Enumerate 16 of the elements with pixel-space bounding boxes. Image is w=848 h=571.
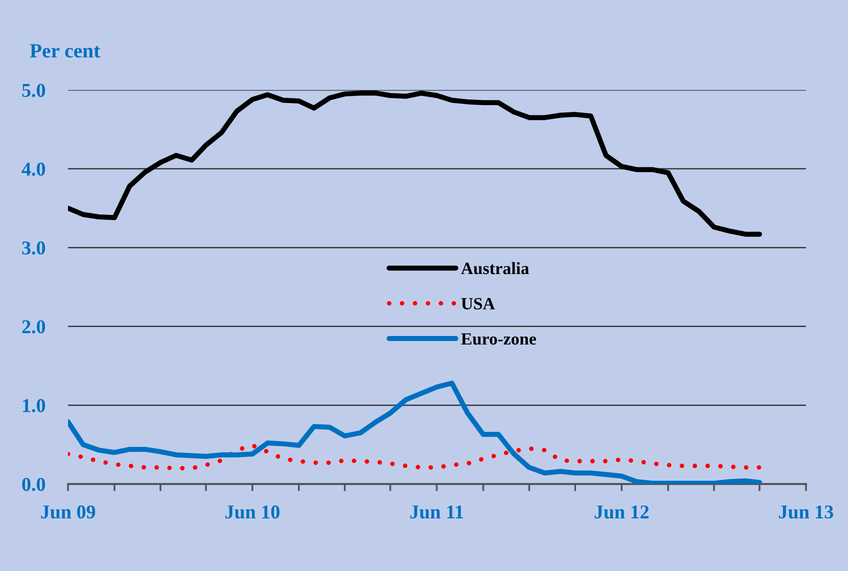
legend-label: Australia	[461, 262, 529, 274]
y-tick-label: 3.0	[22, 241, 46, 255]
y-tick-label: 2.0	[22, 320, 46, 334]
y-tick-label: 0.0	[22, 478, 46, 492]
y-tick-label: 4.0	[22, 162, 46, 176]
x-tick-label: Jun 09	[41, 505, 96, 519]
legend-label: USA	[461, 298, 495, 310]
line-series	[68, 443, 762, 470]
x-tick-label: Jun 11	[410, 505, 464, 519]
x-tick-label: Jun 10	[225, 505, 280, 519]
x-tick-label: Jun 12	[594, 505, 649, 519]
legend-label: Euro-zone	[461, 333, 536, 345]
y-tick-label: 5.0	[22, 84, 46, 98]
y-tick-label: 1.0	[23, 399, 46, 412]
y-axis-title: Per cent	[30, 44, 100, 58]
x-tick-label: Jun 13	[779, 505, 834, 519]
